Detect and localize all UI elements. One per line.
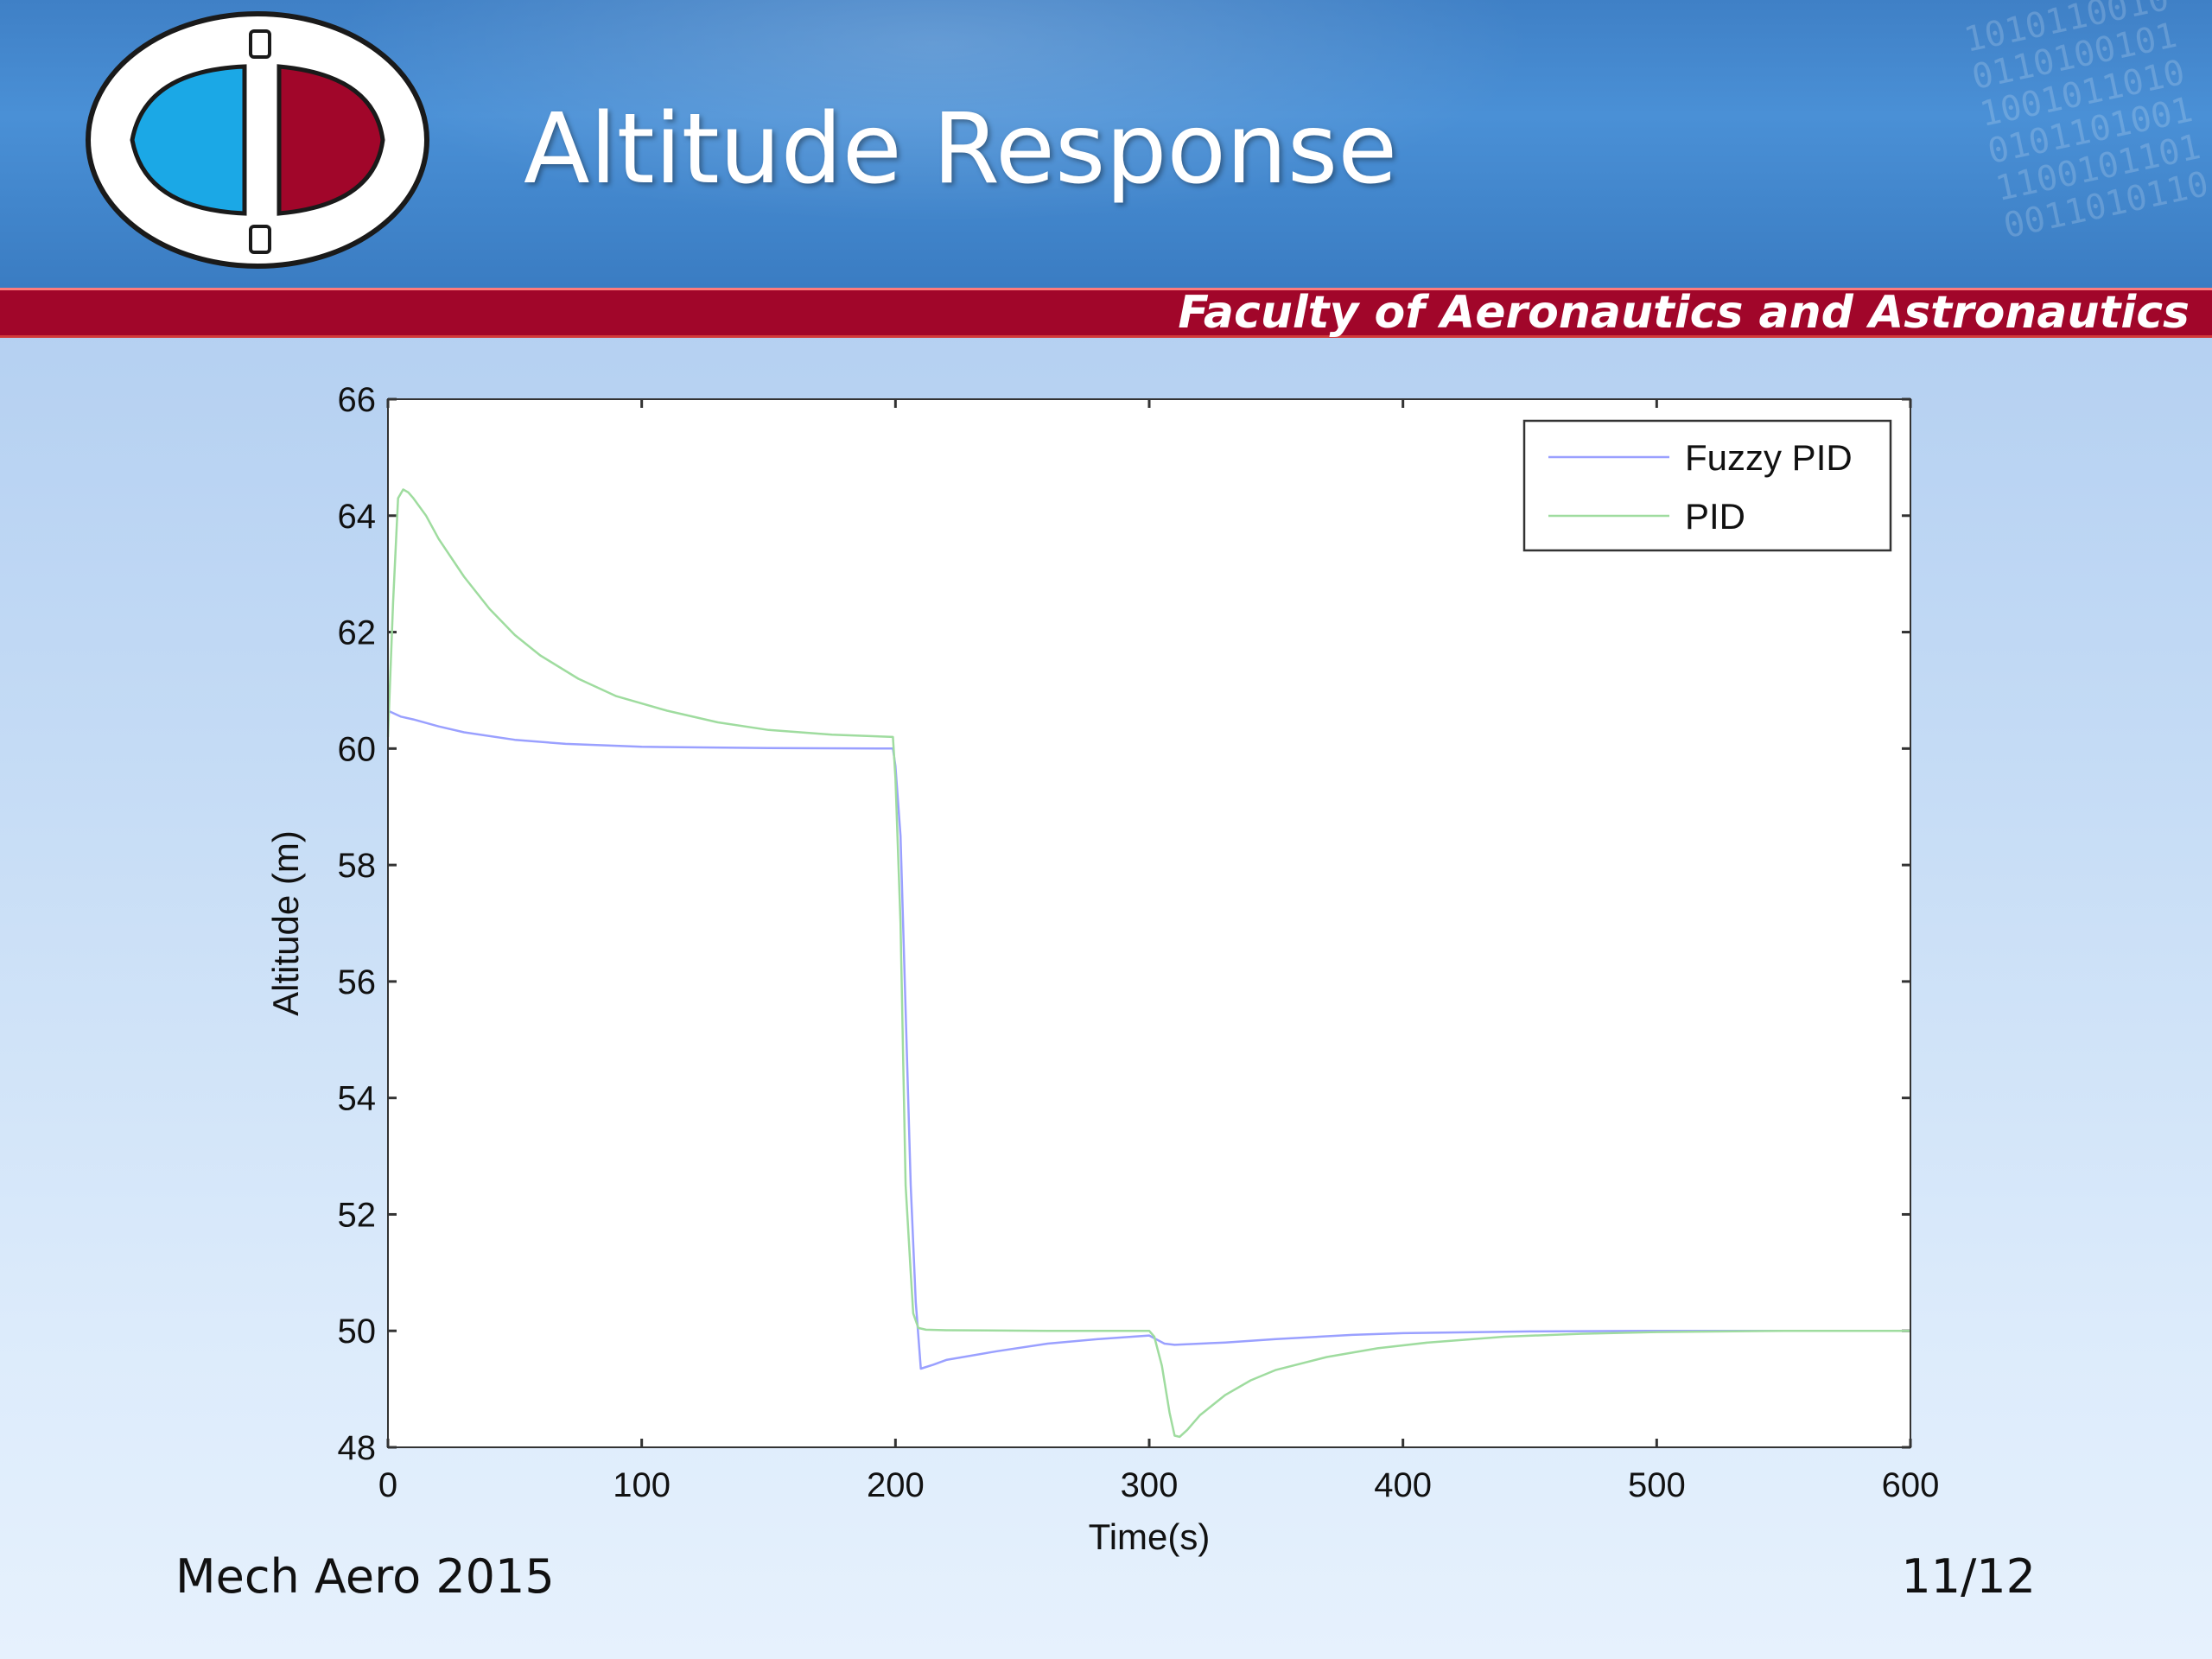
logo-cyan-half xyxy=(130,64,247,216)
y-axis-label: Altitude (m) xyxy=(265,830,306,1016)
y-tick-label: 60 xyxy=(338,730,377,768)
x-tick-label: 300 xyxy=(1121,1466,1179,1504)
x-tick-label: 100 xyxy=(613,1466,671,1504)
faculty-name: Faculty of Aeronautics and Astronautics xyxy=(1178,287,2190,339)
y-tick-label: 58 xyxy=(338,847,377,885)
plot-area-background xyxy=(388,399,1910,1447)
x-tick-label: 500 xyxy=(1628,1466,1686,1504)
faculty-bar: Faculty of Aeronautics and Astronautics xyxy=(0,288,2212,338)
slide-header: 1010110010 0110100101 1001011010 0101101… xyxy=(0,0,2212,289)
y-tick-label: 62 xyxy=(338,614,377,652)
y-tick-label: 50 xyxy=(338,1313,377,1351)
logo-red-half xyxy=(276,64,385,216)
plot-area-frame xyxy=(387,398,1911,1448)
page-number: 11/12 xyxy=(1901,1549,2036,1604)
y-tick-label: 66 xyxy=(338,381,377,419)
legend-label-0: Fuzzy PID xyxy=(1685,437,1853,478)
x-axis-label: Time(s) xyxy=(1089,1516,1211,1557)
legend-label-1: PID xyxy=(1685,496,1745,537)
x-tick-label: 0 xyxy=(378,1466,397,1504)
x-tick-label: 400 xyxy=(1374,1466,1432,1504)
y-tick-label: 64 xyxy=(338,498,377,536)
slide-title: Altitude Response xyxy=(524,93,1398,206)
y-tick-label: 52 xyxy=(338,1196,377,1234)
series-line-0 xyxy=(387,709,1910,1370)
university-logo xyxy=(86,11,429,269)
chart-legend: Fuzzy PID PID xyxy=(1522,419,1892,552)
y-tick-label: 56 xyxy=(338,963,377,1001)
series-line-1 xyxy=(386,488,1910,1439)
footer-conference: Mech Aero 2015 xyxy=(175,1549,555,1604)
x-tick-label: 600 xyxy=(1882,1466,1940,1504)
y-tick-label: 48 xyxy=(338,1429,377,1467)
y-tick-label: 54 xyxy=(338,1080,377,1118)
x-tick-label: 200 xyxy=(867,1466,925,1504)
legend-box xyxy=(1522,419,1892,552)
